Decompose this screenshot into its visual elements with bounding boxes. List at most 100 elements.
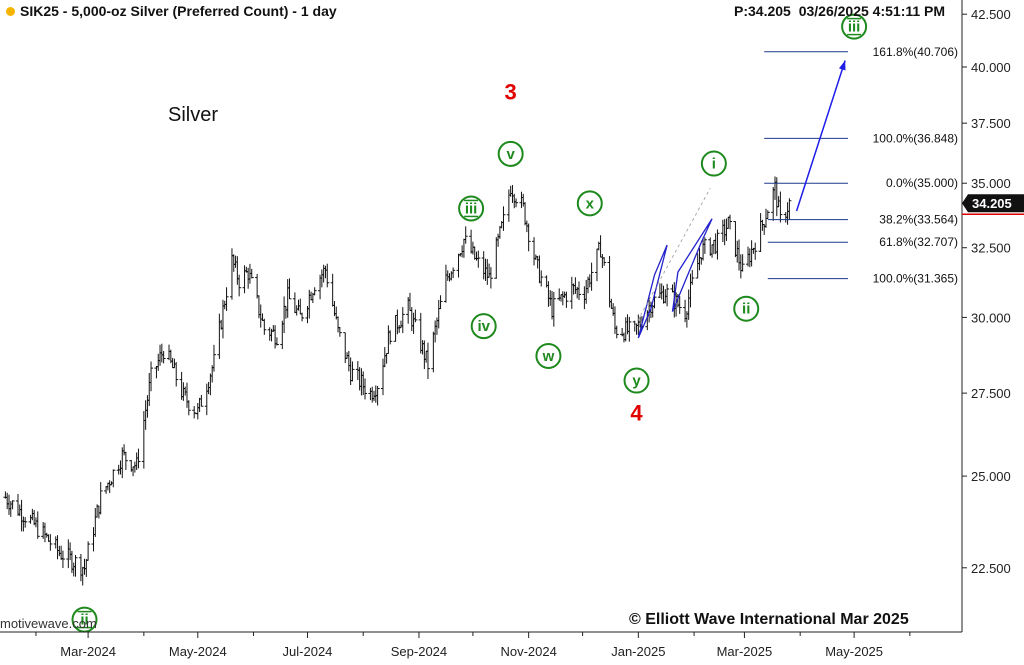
wave-label: i: [700, 150, 727, 177]
price-bar: [287, 278, 292, 300]
wave-label-text: iii: [465, 200, 478, 217]
price-bar: [388, 330, 393, 345]
price-bar: [526, 223, 531, 252]
price-bar: [211, 344, 216, 372]
price-bar: [192, 406, 197, 419]
wave-circle-icon: [497, 140, 524, 167]
wave-label-text: iv: [477, 318, 490, 335]
wave-label-red: 4: [630, 400, 643, 425]
y-tick-label: 30.000: [971, 310, 1011, 325]
y-tick-label: 37.500: [971, 116, 1011, 131]
price-bar: [758, 213, 763, 252]
price-bar: [35, 511, 40, 539]
x-tick-label: Mar-2024: [60, 644, 116, 659]
price-bar: [728, 214, 733, 230]
price-bar: [539, 270, 544, 287]
price-bar: [501, 206, 506, 231]
price-bar: [262, 318, 267, 335]
price-bar: [312, 287, 317, 296]
price-bar: [514, 198, 519, 208]
price-bar: [456, 253, 461, 278]
x-tick-label: Mar-2025: [717, 644, 773, 659]
wave-label-text: v: [506, 146, 515, 163]
last-price-tag: 34.205: [962, 194, 1024, 215]
fib-label: 38.2%(33.564): [879, 213, 958, 227]
price-bar: [375, 386, 380, 406]
wave-circle-icon: [623, 367, 650, 394]
price-bar: [451, 267, 456, 279]
wave-label: iii: [458, 195, 485, 222]
price-bar: [690, 270, 695, 285]
price-bar: [136, 448, 141, 469]
price-bar: [400, 307, 405, 334]
price-bar: [787, 198, 792, 220]
x-tick-label: May-2024: [169, 644, 227, 659]
price-bar: [60, 550, 65, 569]
price-bar: [702, 237, 707, 254]
price-bar: [740, 254, 745, 272]
wave-label-text: iii: [848, 19, 861, 36]
wave-label: w: [535, 342, 562, 369]
channel-shape: [637, 244, 668, 339]
wave-circle-icon: [733, 295, 760, 322]
price-bar: [753, 242, 758, 260]
price-bar: [551, 292, 556, 327]
y-tick-label: 40.000: [971, 60, 1011, 75]
wave-label: ii: [733, 295, 760, 322]
price-bar: [10, 500, 15, 510]
trend-channel: [634, 60, 846, 339]
price-bar: [627, 316, 632, 342]
x-tick-label: Nov-2024: [500, 644, 556, 659]
arrow-head-icon: [838, 60, 846, 71]
symbol-title: SIK25 - 5,000-oz Silver (Preferred Count…: [20, 3, 337, 19]
price-bar: [715, 229, 720, 260]
x-tick-label: May-2025: [825, 644, 883, 659]
price-bar: [111, 469, 116, 488]
wave-label-text: ii: [80, 612, 88, 629]
watermark: motivewave.com: [0, 616, 97, 631]
price-bar: [443, 264, 448, 303]
last-price-label: 34.205: [972, 196, 1012, 211]
wave-label-text: i: [712, 156, 716, 173]
y-tick-label: 27.500: [971, 386, 1011, 401]
chart-label: Silver: [168, 104, 219, 126]
price-bar: [86, 541, 91, 561]
wave-label-text: x: [586, 195, 595, 212]
price-bar: [363, 378, 368, 400]
wave-label-text: y: [632, 373, 641, 390]
price-bar: [174, 362, 179, 387]
fibonacci-levels: 0.0%(35.000) 100.0%(36.848) 161.8%(40.706)…: [764, 45, 958, 286]
timestamp: 03/26/2025 4:51:11 PM: [798, 3, 946, 19]
price-bar: [249, 268, 254, 279]
price-bar: [149, 361, 154, 392]
wave-circle-icon: [841, 13, 868, 40]
price-bar: [476, 250, 481, 268]
price-bar: [532, 237, 537, 266]
price-bar: [589, 262, 594, 291]
price-bar: [237, 274, 242, 297]
price-bar: [73, 554, 78, 577]
x-tick-label: Sep-2024: [391, 644, 447, 659]
wave-circle-icon: [576, 190, 603, 217]
copyright: © Elliott Wave International Mar 2025: [629, 611, 909, 628]
y-tick-label: 35.000: [971, 176, 1011, 191]
price-bar: [665, 283, 670, 307]
x-tick-label: Jan-2025: [611, 644, 665, 659]
price-bar: [23, 517, 28, 528]
price-bar: [255, 273, 260, 299]
price-bar: [186, 400, 191, 416]
wave-label: v: [497, 140, 524, 167]
price-bar: [463, 226, 468, 244]
wave-label: x: [576, 190, 603, 217]
price-bar: [614, 325, 619, 339]
price-bar: [274, 337, 279, 346]
wave-label-text: ii: [742, 301, 750, 318]
channel-shape: [671, 218, 713, 312]
price-bar: [300, 312, 305, 322]
price-bar: [765, 210, 770, 220]
y-tick-label: 25.000: [971, 469, 1011, 484]
fib-label: 100.0%(36.848): [873, 131, 958, 145]
